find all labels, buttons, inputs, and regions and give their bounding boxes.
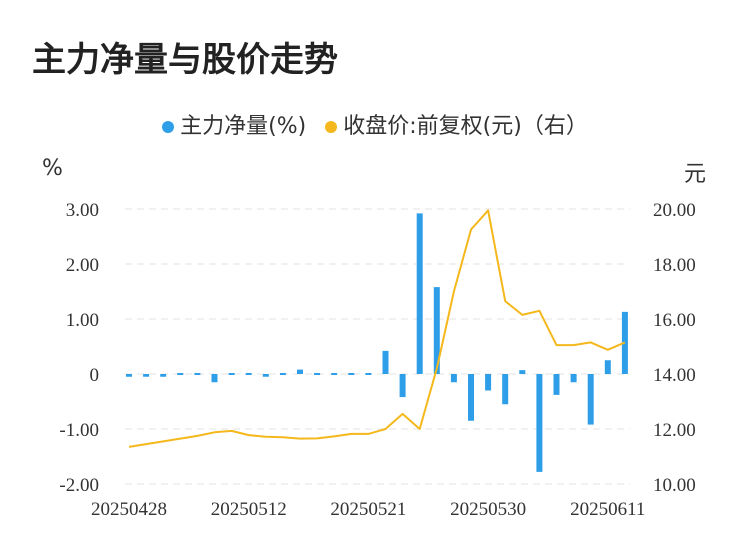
left-axis-unit: %	[42, 156, 63, 181]
x-tick-label: 20250530	[450, 499, 526, 520]
legend-dot-line-icon	[325, 121, 338, 133]
bar	[553, 374, 560, 395]
bar	[297, 369, 303, 374]
legend: 主力净量(%) 收盘价:前复权(元)（右）	[0, 108, 750, 140]
bar	[245, 373, 252, 375]
bar	[519, 370, 526, 374]
bar	[160, 374, 167, 377]
x-tick-label: 20250512	[211, 499, 287, 520]
bar	[331, 373, 338, 375]
right-axis-unit: 元	[684, 162, 707, 187]
y-right-tick-label: 12.00	[653, 420, 696, 441]
bar	[177, 373, 184, 375]
x-tick-label: 20250428	[91, 499, 167, 520]
bar	[279, 373, 286, 375]
bar	[587, 374, 594, 425]
bar	[485, 374, 492, 391]
y-right-tick-label: 10.00	[653, 475, 696, 496]
y-left-tick-label: 0	[90, 365, 100, 386]
price-line	[128, 209, 626, 448]
bar	[570, 374, 577, 383]
page-title: 主力净量与股价走势	[32, 40, 338, 80]
legend-item-line[interactable]: 收盘价:前复权(元)（右）	[325, 108, 588, 140]
y-right-tick-label: 18.00	[653, 255, 696, 276]
bar	[450, 374, 457, 383]
legend-label-bar: 主力净量(%)	[180, 114, 307, 139]
bar	[536, 374, 543, 472]
x-tick-label: 20250521	[330, 499, 406, 520]
bar	[211, 374, 218, 383]
x-tick-label: 20250611	[570, 499, 645, 520]
legend-item-bar[interactable]: 主力净量(%)	[162, 108, 306, 140]
bar	[314, 373, 321, 375]
y-right-tick-label: 14.00	[653, 365, 696, 386]
bar	[126, 374, 132, 377]
bar	[348, 373, 355, 375]
y-left-tick-label: 3.00	[66, 200, 99, 221]
bar	[262, 374, 269, 377]
y-left-tick-label: -1.00	[59, 420, 99, 441]
bar	[502, 374, 509, 405]
bar	[365, 373, 372, 375]
bar	[228, 373, 235, 375]
bar	[416, 213, 423, 374]
y-right-tick-label: 20.00	[653, 200, 696, 221]
y-left-tick-label: 2.00	[66, 255, 99, 276]
bar	[382, 350, 389, 374]
bar	[399, 374, 406, 398]
bar	[143, 374, 150, 377]
bar	[604, 360, 611, 374]
y-left-tick-label: -2.00	[59, 475, 99, 496]
bar	[468, 374, 474, 421]
bar	[433, 287, 440, 374]
legend-dot-bar-icon	[162, 121, 175, 133]
legend-label-line: 收盘价:前复权(元)（右）	[343, 114, 588, 139]
y-left-tick-label: 1.00	[66, 310, 99, 331]
y-right-tick-label: 16.00	[653, 310, 696, 331]
bar	[194, 373, 201, 375]
